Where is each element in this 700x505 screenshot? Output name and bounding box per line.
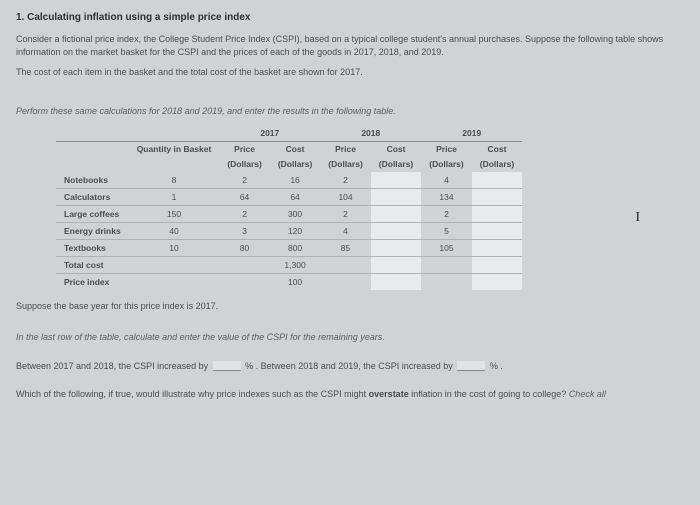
- unit-dollars: (Dollars): [472, 157, 522, 172]
- intro-paragraph-1: Consider a fictional price index, the Co…: [16, 33, 684, 58]
- total-input-2018[interactable]: [371, 257, 421, 274]
- cell-value: 2: [219, 206, 269, 223]
- table-row-total: Total cost 1,300: [56, 257, 522, 274]
- cost-input-2019[interactable]: [472, 240, 522, 257]
- cell-value: 10: [129, 240, 220, 257]
- unit-dollars: (Dollars): [320, 157, 370, 172]
- unit-dollars: (Dollars): [270, 157, 320, 172]
- col-price-2019: Price: [421, 142, 471, 158]
- table-row: Textbooks 10 80 800 85 105: [56, 240, 522, 257]
- cell-value: 85: [320, 240, 370, 257]
- cell-value: 4: [421, 172, 471, 189]
- year-2017-header: 2017: [219, 125, 320, 142]
- final-question: Which of the following, if true, would i…: [16, 388, 684, 401]
- row-textbooks-label: Textbooks: [56, 240, 129, 257]
- cell-value: 120: [270, 223, 320, 240]
- price-index-label: Price index: [56, 274, 129, 291]
- cell-value: 800: [270, 240, 320, 257]
- cost-input-2018[interactable]: [371, 189, 421, 206]
- cost-input-2019[interactable]: [472, 189, 522, 206]
- cell-value: 2: [421, 206, 471, 223]
- cost-input-2018[interactable]: [371, 206, 421, 223]
- cell-value: 64: [219, 189, 269, 206]
- cell-value: 64: [270, 189, 320, 206]
- cost-input-2018[interactable]: [371, 223, 421, 240]
- cell-value: 8: [129, 172, 220, 189]
- table-row: Notebooks 8 2 16 2 4: [56, 172, 522, 189]
- cost-input-2019[interactable]: [472, 223, 522, 240]
- cell-value: 3: [219, 223, 269, 240]
- cell-value: 104: [320, 189, 370, 206]
- overstate-word: overstate: [369, 389, 409, 399]
- pct-input-2018-2019[interactable]: [457, 361, 485, 371]
- year-2018-header: 2018: [320, 125, 421, 142]
- row-calculators-label: Calculators: [56, 189, 129, 206]
- cell-value: 4: [320, 223, 370, 240]
- index-input-2018[interactable]: [371, 274, 421, 291]
- unit-dollars: (Dollars): [219, 157, 269, 172]
- unit-dollars: (Dollars): [371, 157, 421, 172]
- table-row: Energy drinks 40 3 120 4 5: [56, 223, 522, 240]
- cost-input-2019[interactable]: [472, 206, 522, 223]
- col-cost-2019: Cost: [472, 142, 522, 158]
- cell-value: 5: [421, 223, 471, 240]
- intro-paragraph-2: The cost of each item in the basket and …: [16, 66, 684, 79]
- cell-value: 2: [320, 172, 370, 189]
- text-cursor-icon: I: [635, 210, 640, 226]
- index-input-2019[interactable]: [472, 274, 522, 291]
- cell-value: 105: [421, 240, 471, 257]
- total-cost-2017: 1,300: [270, 257, 320, 274]
- cost-input-2018[interactable]: [371, 240, 421, 257]
- row-notebooks-label: Notebooks: [56, 172, 129, 189]
- cost-input-2019[interactable]: [472, 172, 522, 189]
- cell-value: 150: [129, 206, 220, 223]
- col-price-2018: Price: [320, 142, 370, 158]
- total-cost-label: Total cost: [56, 257, 129, 274]
- check-all-text: Check all: [569, 389, 606, 399]
- cell-value: 2: [219, 172, 269, 189]
- unit-dollars: (Dollars): [421, 157, 471, 172]
- last-row-instruction: In the last row of the table, calculate …: [16, 331, 684, 344]
- cell-value: 1: [129, 189, 220, 206]
- cost-input-2018[interactable]: [371, 172, 421, 189]
- total-input-2019[interactable]: [472, 257, 522, 274]
- cell-value: 16: [270, 172, 320, 189]
- col-quantity: Quantity in Basket: [129, 142, 220, 158]
- table-row: Large coffees 150 2 300 2 2: [56, 206, 522, 223]
- row-energy-label: Energy drinks: [56, 223, 129, 240]
- base-year-text: Suppose the base year for this price ind…: [16, 300, 684, 313]
- cell-value: 80: [219, 240, 269, 257]
- col-cost-2017: Cost: [270, 142, 320, 158]
- cell-value: 300: [270, 206, 320, 223]
- between-text-3: % .: [490, 361, 503, 371]
- cell-value: 2: [320, 206, 370, 223]
- question-title: 1. Calculating inflation using a simple …: [16, 12, 684, 23]
- col-price-2017: Price: [219, 142, 269, 158]
- row-coffees-label: Large coffees: [56, 206, 129, 223]
- between-text-1: Between 2017 and 2018, the CSPI increase…: [16, 361, 208, 371]
- year-2019-header: 2019: [421, 125, 522, 142]
- pct-input-2017-2018[interactable]: [213, 361, 241, 371]
- instruction-text: Perform these same calculations for 2018…: [16, 105, 684, 118]
- table-row-index: Price index 100: [56, 274, 522, 291]
- cell-value: 40: [129, 223, 220, 240]
- between-text-2: % . Between 2018 and 2019, the CSPI incr…: [245, 361, 453, 371]
- table-row: Calculators 1 64 64 104 134: [56, 189, 522, 206]
- cell-value: 134: [421, 189, 471, 206]
- price-index-2017: 100: [270, 274, 320, 291]
- between-years-text: Between 2017 and 2018, the CSPI increase…: [16, 360, 684, 373]
- col-cost-2018: Cost: [371, 142, 421, 158]
- cspi-table: 2017 2018 2019 Quantity in Basket Price …: [56, 125, 522, 290]
